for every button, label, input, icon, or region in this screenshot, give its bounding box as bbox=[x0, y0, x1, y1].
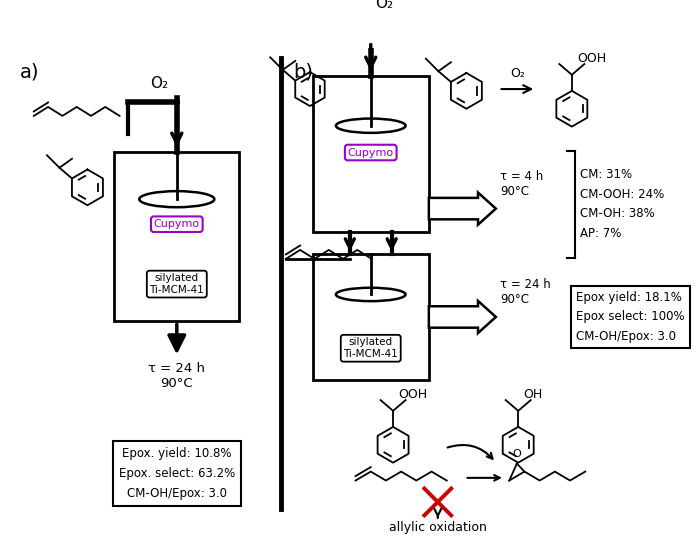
Text: O₂: O₂ bbox=[150, 76, 168, 91]
FancyArrow shape bbox=[429, 192, 496, 225]
Text: silylated
Ti-MCM-41: silylated Ti-MCM-41 bbox=[149, 273, 204, 295]
Text: CM: 31%
CM-OOH: 24%
CM-OH: 38%
AP: 7%: CM: 31% CM-OOH: 24% CM-OH: 38% AP: 7% bbox=[580, 168, 664, 240]
Text: Epox. yield: 10.8%
Epox. select: 63.2%
CM-OH/Epox: 3.0: Epox. yield: 10.8% Epox. select: 63.2% C… bbox=[119, 447, 235, 500]
Text: O: O bbox=[512, 449, 522, 459]
Text: Cupymo: Cupymo bbox=[348, 147, 394, 158]
FancyArrow shape bbox=[429, 301, 496, 333]
Text: a): a) bbox=[20, 62, 39, 81]
Bar bbox=[313, 255, 429, 379]
Text: τ = 24 h
90°C: τ = 24 h 90°C bbox=[500, 278, 551, 306]
Text: O₂: O₂ bbox=[375, 0, 393, 11]
Text: Epox yield: 18.1%
Epox select: 100%
CM-OH/Epox: 3.0: Epox yield: 18.1% Epox select: 100% CM-O… bbox=[576, 291, 685, 343]
Text: Cupymo: Cupymo bbox=[154, 219, 200, 229]
Text: OOH: OOH bbox=[398, 388, 428, 401]
Text: b): b) bbox=[293, 62, 313, 81]
Text: silylated
Ti-MCM-41: silylated Ti-MCM-41 bbox=[344, 338, 398, 359]
Bar bbox=[114, 152, 239, 322]
Text: allylic oxidation: allylic oxidation bbox=[389, 521, 486, 534]
Text: τ = 24 h
90°C: τ = 24 h 90°C bbox=[148, 362, 205, 390]
Bar bbox=[313, 76, 429, 232]
Text: OOH: OOH bbox=[578, 52, 606, 65]
Text: OH: OH bbox=[524, 388, 542, 401]
Text: τ = 4 h
90°C: τ = 4 h 90°C bbox=[500, 170, 544, 198]
Text: O₂: O₂ bbox=[510, 67, 525, 80]
